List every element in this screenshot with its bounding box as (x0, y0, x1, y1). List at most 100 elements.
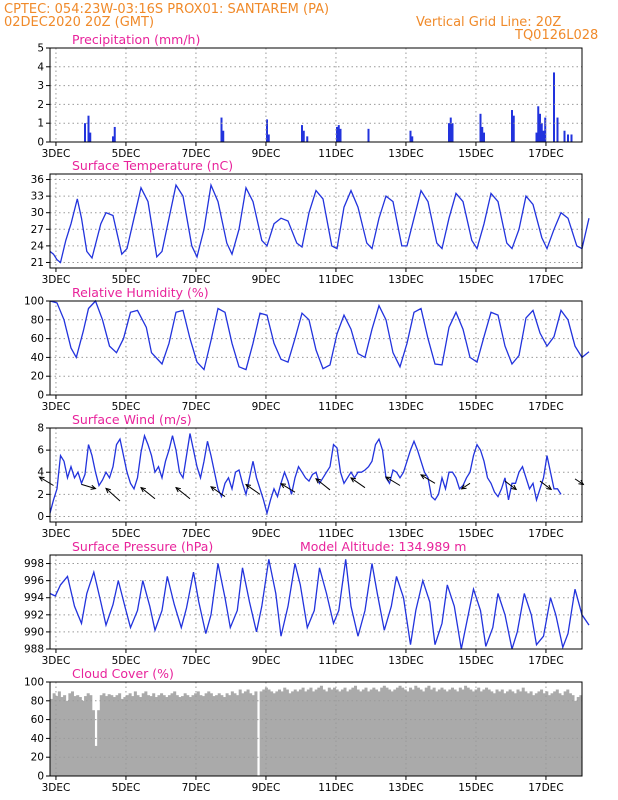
cloud-bar (440, 687, 444, 776)
precip-bar (483, 132, 485, 142)
x-tick-label: 5DEC (112, 655, 141, 667)
x-tick-label: 17DEC (528, 782, 563, 794)
precip-bar (542, 130, 545, 142)
x-tick-label: 15DEC (458, 782, 493, 794)
x-tick-label: 15DEC (458, 148, 493, 160)
cloud-bar (393, 689, 397, 776)
cloud-bar (196, 691, 200, 776)
x-tick-label: 15DEC (458, 274, 493, 286)
precip-bar (301, 125, 303, 142)
x-tick-label: 17DEC (528, 401, 563, 413)
cloud-bar (576, 697, 580, 776)
cloud-bar (97, 710, 101, 776)
y-tick-label: 30 (31, 207, 44, 219)
panel-frame (49, 554, 583, 650)
cloud-bar (241, 693, 245, 776)
y-tick-label: 988 (24, 644, 44, 656)
panel-1: Precipitation (mm/h) 0 1 2 3 4 5 3DEC 5DEC 7DEC 9D… (37, 32, 583, 160)
cloud-bar (469, 689, 473, 776)
panel-title: Relative Humidity (%) (72, 285, 209, 300)
x-tick-label: 9DEC (252, 401, 281, 413)
cloud-bar (267, 689, 271, 776)
x-tick-label: 7DEC (182, 401, 211, 413)
precip-bar (337, 125, 340, 142)
cloud-bar (432, 687, 436, 776)
cloud-bar (340, 689, 344, 776)
x-tick-label: 9DEC (252, 655, 281, 667)
cloud-bar (154, 697, 158, 776)
precip-bar (409, 130, 412, 142)
cloud-bar (52, 693, 56, 776)
cloud-bar (170, 693, 174, 776)
x-tick-label: 13DEC (388, 782, 423, 794)
cloud-bar (222, 697, 226, 776)
cloud-bar (128, 693, 132, 776)
x-tick-label: 3DEC (42, 528, 71, 540)
cloud-bar (238, 689, 242, 776)
y-tick-label: 8 (37, 423, 44, 435)
precip-bar (89, 132, 92, 142)
cloud-bar (388, 689, 392, 776)
x-tick-label: 15DEC (458, 401, 493, 413)
precip-bar (84, 123, 86, 142)
cloud-bar (243, 691, 247, 776)
x-tick-label: 3DEC (42, 655, 71, 667)
panel-frame (49, 173, 583, 269)
x-tick-label: 5DEC (112, 274, 141, 286)
cloud-bar (275, 691, 279, 776)
cloud-bar (84, 696, 88, 776)
x-tick-label: 11DEC (318, 148, 353, 160)
cloud-bar (403, 689, 407, 776)
cloud-bar (563, 691, 567, 776)
cloud-bar (568, 693, 572, 776)
wind-arrow (81, 483, 96, 490)
precip-bar (448, 123, 450, 142)
cloud-bar (233, 693, 237, 776)
cloud-bar (453, 689, 457, 776)
cloud-bar (288, 693, 292, 776)
cloud-bar (542, 693, 546, 776)
panel-5: Surface Pressure (hPa) Model Altitude: 13… (24, 539, 590, 667)
cloud-bar (416, 687, 420, 776)
cloud-bar (209, 693, 213, 776)
series-line (49, 559, 590, 650)
cloud-bar (367, 691, 371, 776)
cloud-bar (112, 697, 116, 776)
cloud-bar (490, 691, 494, 776)
cloud-bar (547, 695, 551, 776)
cloud-bar (466, 687, 470, 776)
cloud-bar (354, 685, 358, 776)
cloud-bar (372, 687, 376, 776)
cloud-bar (333, 687, 337, 776)
x-tick-label: 7DEC (182, 655, 211, 667)
panel-4: Surface Wind (m/s) 0 2 4 6 8 3DEC 5DEC 7DEC 9DEC 1… (37, 412, 585, 540)
cloud-bar (94, 745, 98, 776)
y-tick-label: 20 (31, 752, 44, 764)
cloud-bar (526, 693, 530, 776)
x-tick-label: 13DEC (388, 655, 423, 667)
cloud-bar (78, 697, 82, 776)
cloud-bar (343, 687, 347, 776)
panel-title: Surface Pressure (hPa) (72, 539, 213, 554)
cloud-bar (461, 689, 465, 776)
cloud-bar (330, 689, 334, 776)
cloud-bar (217, 693, 221, 776)
wind-arrowhead (105, 487, 111, 494)
y-tick-label: 27 (31, 224, 44, 236)
x-tick-label: 17DEC (528, 528, 563, 540)
precip-bar (367, 128, 370, 142)
cloud-bar (550, 693, 554, 776)
cloud-bar (532, 695, 536, 776)
wind-arrowhead (511, 484, 518, 491)
x-tick-label: 3DEC (42, 401, 71, 413)
x-tick-label: 3DEC (42, 274, 71, 286)
cloud-bar (152, 693, 156, 776)
cloud-bar (228, 695, 232, 776)
precip-bar (339, 128, 342, 142)
x-tick-label: 5DEC (112, 401, 141, 413)
cloud-bar (398, 685, 402, 776)
precip-bar (220, 117, 223, 142)
y-tick-label: 21 (31, 257, 44, 269)
cloud-bar (317, 687, 321, 776)
x-tick-label: 9DEC (252, 148, 281, 160)
